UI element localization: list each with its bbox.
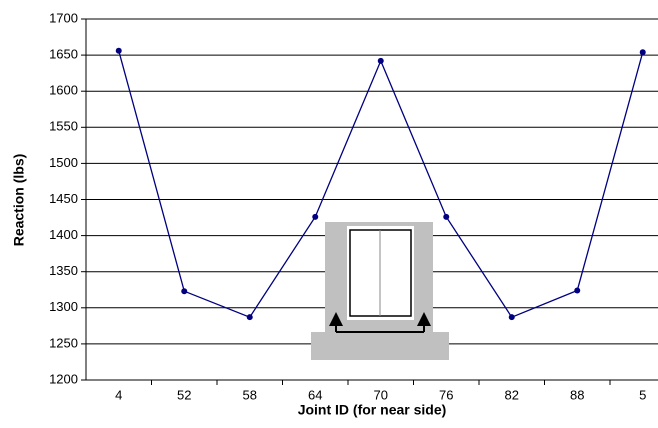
chart: 1200 1250 1300 1350 1400 1450 1500 1550 1600 1650…	[0, 0, 658, 428]
data-point	[247, 314, 253, 320]
inset-diagram	[311, 222, 449, 360]
x-tick-label: 76	[439, 387, 453, 402]
x-tick-label: 58	[243, 387, 257, 402]
x-tick-label: 88	[570, 387, 584, 402]
y-tick-label: 1300	[49, 299, 78, 314]
data-point	[509, 314, 515, 320]
x-tick-label: 52	[177, 387, 191, 402]
x-tick-label: 5	[639, 387, 646, 402]
y-tick-label: 1500	[49, 155, 78, 170]
x-tick-label: 4	[115, 387, 122, 402]
y-tick-label: 1700	[49, 10, 78, 25]
data-point	[443, 214, 449, 220]
y-tick-label: 1400	[49, 227, 78, 242]
y-tick-label: 1600	[49, 83, 78, 98]
data-point	[640, 49, 646, 55]
data-point	[181, 288, 187, 294]
x-axis-title: Joint ID (for near side)	[298, 402, 447, 418]
x-tick-label: 64	[308, 387, 322, 402]
data-point	[378, 58, 384, 64]
data-point	[312, 214, 318, 220]
y-axis-title: Reaction (lbs)	[11, 154, 27, 247]
y-tick-label: 1250	[49, 335, 78, 350]
y-tick-label: 1450	[49, 191, 78, 206]
inset-base	[311, 332, 449, 360]
data-point	[116, 48, 122, 54]
x-tick-label: 70	[374, 387, 388, 402]
y-tick-label: 1650	[49, 47, 78, 62]
y-tick-label: 1550	[49, 119, 78, 134]
x-tick-label: 82	[505, 387, 519, 402]
y-tick-label: 1350	[49, 263, 78, 278]
y-tick-label: 1200	[49, 371, 78, 386]
data-point	[574, 287, 580, 293]
